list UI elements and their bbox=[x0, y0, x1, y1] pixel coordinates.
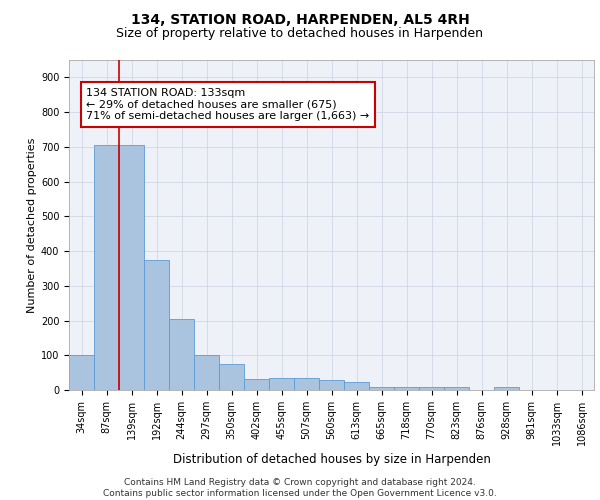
Text: Size of property relative to detached houses in Harpenden: Size of property relative to detached ho… bbox=[116, 28, 484, 40]
Bar bbox=[444, 386, 469, 390]
Bar bbox=[194, 356, 219, 390]
Text: Contains HM Land Registry data © Crown copyright and database right 2024.
Contai: Contains HM Land Registry data © Crown c… bbox=[103, 478, 497, 498]
Text: 134, STATION ROAD, HARPENDEN, AL5 4RH: 134, STATION ROAD, HARPENDEN, AL5 4RH bbox=[131, 12, 469, 26]
X-axis label: Distribution of detached houses by size in Harpenden: Distribution of detached houses by size … bbox=[173, 454, 490, 466]
Bar bbox=[344, 382, 369, 390]
Bar bbox=[244, 379, 269, 390]
Bar bbox=[269, 378, 294, 390]
Y-axis label: Number of detached properties: Number of detached properties bbox=[26, 138, 37, 312]
Bar bbox=[394, 386, 419, 390]
Bar bbox=[144, 260, 169, 390]
Bar bbox=[294, 378, 319, 390]
Bar bbox=[494, 386, 519, 390]
Bar bbox=[219, 364, 244, 390]
Bar bbox=[94, 145, 119, 390]
Bar bbox=[169, 319, 194, 390]
Bar bbox=[119, 145, 144, 390]
Bar bbox=[369, 386, 394, 390]
Bar bbox=[319, 380, 344, 390]
Text: 134 STATION ROAD: 133sqm
← 29% of detached houses are smaller (675)
71% of semi-: 134 STATION ROAD: 133sqm ← 29% of detach… bbox=[86, 88, 370, 121]
Bar bbox=[419, 387, 444, 390]
Bar bbox=[69, 354, 94, 390]
